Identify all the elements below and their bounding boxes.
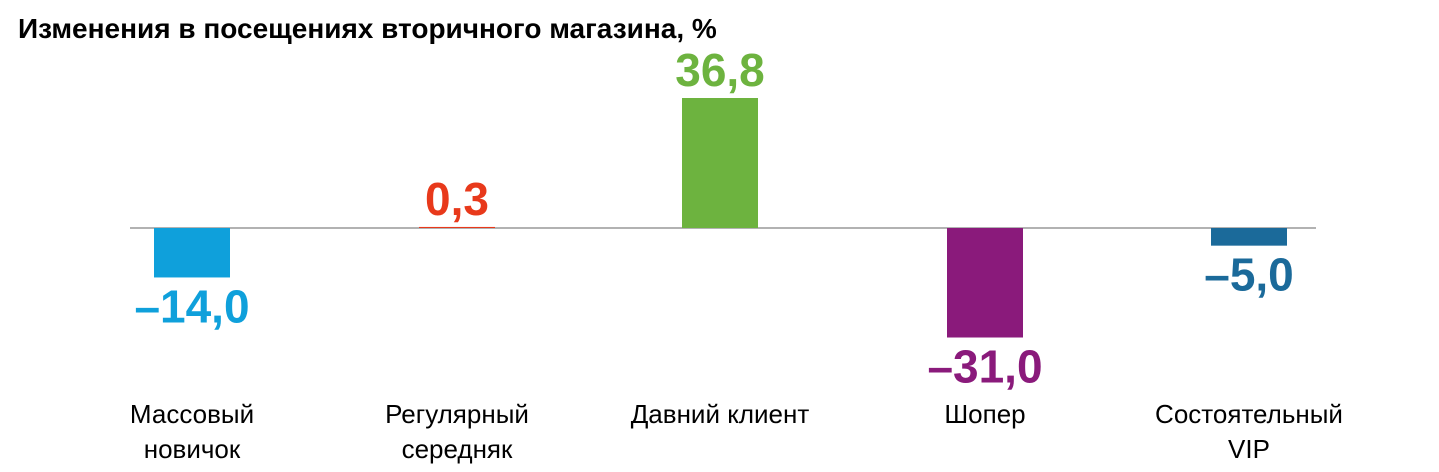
x-tick-label: Массовый новичок: [130, 399, 254, 464]
x-tick-label: Регулярный середняк: [385, 399, 529, 464]
x-tick-label: Давний клиент: [631, 399, 810, 429]
value-label: –31,0: [927, 341, 1042, 393]
value-label: 36,8: [675, 44, 765, 96]
bar: [154, 228, 230, 278]
bar: [947, 228, 1023, 338]
value-label: –5,0: [1204, 249, 1294, 301]
bar: [419, 226, 495, 228]
x-tick-label: Состоятельный VIP: [1155, 399, 1343, 464]
bar: [1211, 228, 1287, 246]
bar: [682, 98, 758, 228]
chart-title: Изменения в посещениях вторичного магази…: [18, 13, 717, 44]
value-label: 0,3: [425, 173, 489, 225]
value-label: –14,0: [134, 280, 249, 332]
x-tick-label: Шопер: [944, 399, 1025, 429]
